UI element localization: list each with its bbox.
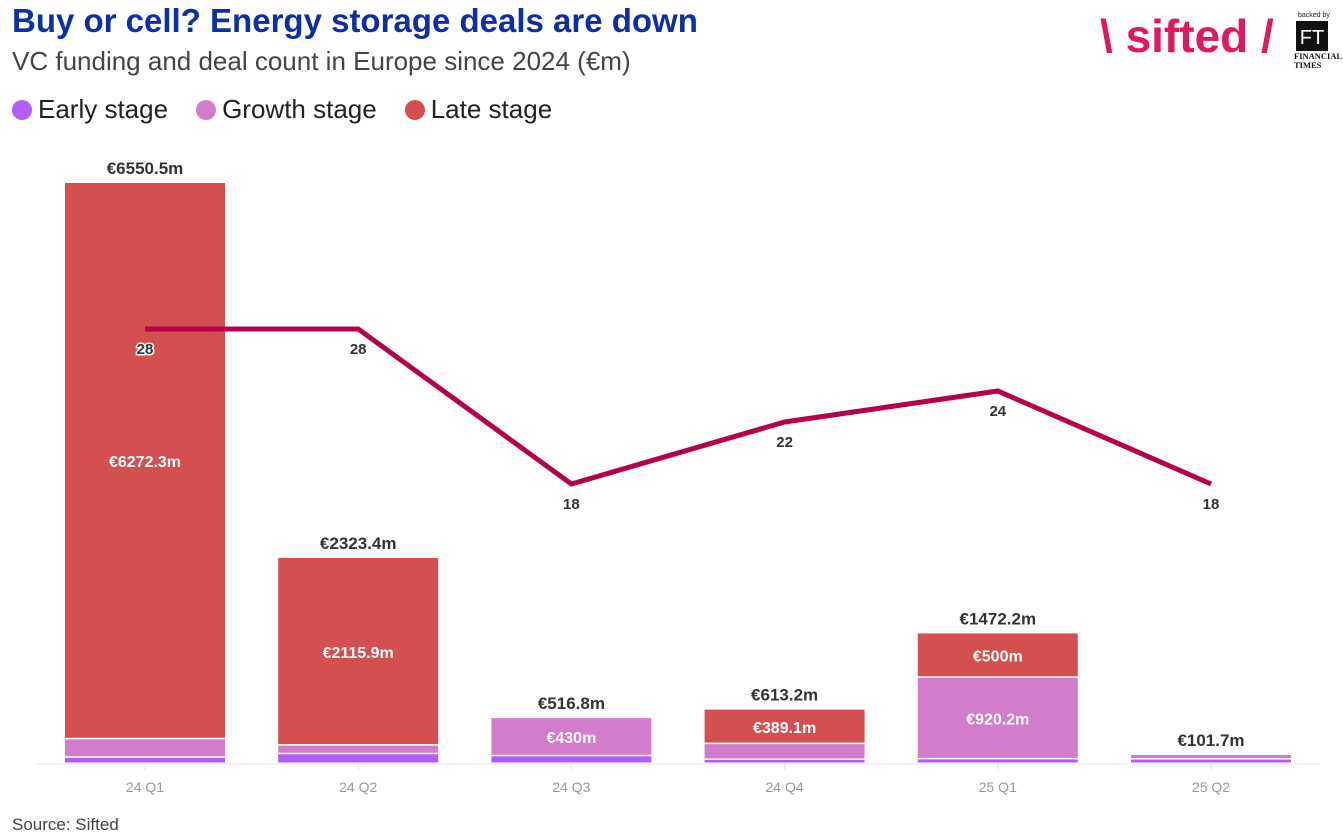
logo-text: \ sifted / [1100, 10, 1274, 54]
legend-swatch [196, 99, 217, 120]
bar-early-stage [491, 756, 652, 763]
ft-name: FINANCIAL TIMES [1294, 51, 1342, 70]
deal-count-label: 28 [350, 341, 367, 358]
legend-swatch [404, 99, 425, 120]
subtitle: VC funding and deal count in Europe sinc… [12, 46, 631, 76]
bar-early-stage [1131, 759, 1291, 763]
bar-early-stage [917, 759, 1078, 763]
legend-label: Early stage [38, 94, 169, 124]
deal-count-label: 28 [137, 341, 154, 358]
source-note: Source: Sifted [12, 815, 119, 834]
legend-item-late: Late stage [404, 94, 553, 125]
segment-label: €6272.3m [109, 454, 181, 471]
segment-label: €920.2m [966, 712, 1029, 729]
deal-count-label: 18 [563, 496, 580, 513]
total-label: €613.2m [751, 686, 818, 705]
x-tick-label: 24 Q1 [126, 779, 164, 795]
bar-growth-stage [704, 744, 865, 759]
bar-growth-stage [278, 745, 439, 753]
total-label: €6550.5m [107, 159, 184, 178]
x-tick-label: 25 Q2 [1192, 779, 1230, 795]
deal-count-label: 22 [776, 434, 793, 451]
ft-logo [1296, 21, 1328, 51]
bar-late-stage [917, 633, 1078, 677]
segment-label: €500m [973, 649, 1023, 666]
legend-label: Growth stage [222, 94, 377, 124]
backed-by-text: backed by [1298, 12, 1330, 19]
legend-swatch [12, 99, 32, 120]
bar-early-stage [278, 754, 439, 763]
x-tick-label: 24 Q3 [552, 779, 590, 795]
segment-label: €430m [546, 730, 596, 747]
total-label: €2323.4m [320, 534, 397, 553]
bar-late-stage [65, 183, 225, 738]
bar-early-stage [65, 757, 225, 763]
legend-label: Late stage [430, 94, 553, 124]
total-label: €516.8m [538, 694, 605, 713]
bar-late-stage [278, 557, 439, 745]
ft-text: FT [1300, 27, 1324, 49]
bar-growth-stage [917, 677, 1078, 758]
legend: Early stage Growth stage Late stage [12, 94, 552, 125]
segment-label: €2115.9m [323, 645, 394, 662]
deal-count-label: 18 [1203, 496, 1220, 513]
bar-growth-stage [1131, 754, 1291, 759]
legend-item-early: Early stage [12, 94, 168, 125]
total-label: €101.7m [1177, 731, 1244, 750]
bar-early-stage [704, 760, 865, 763]
deal-count-line [145, 326, 1212, 487]
x-tick-label: 24 Q4 [766, 779, 804, 795]
segment-label: €389.1m [753, 720, 816, 737]
bar-late-stage [704, 709, 865, 743]
bar-growth-stage [491, 718, 652, 755]
bar-growth-stage [65, 739, 225, 757]
x-tick-label: 25 Q1 [979, 779, 1017, 795]
page-title: Buy or cell? Energy storage deals are do… [12, 2, 698, 39]
total-label: €1472.2m [960, 609, 1037, 628]
deal-count-label: 24 [989, 403, 1006, 420]
legend-item-growth: Growth stage [196, 94, 377, 125]
x-tick-label: 24 Q2 [339, 779, 377, 795]
sifted-logo: \ sifted / backed by FT FINANCIAL TIMES [1100, 8, 1343, 88]
